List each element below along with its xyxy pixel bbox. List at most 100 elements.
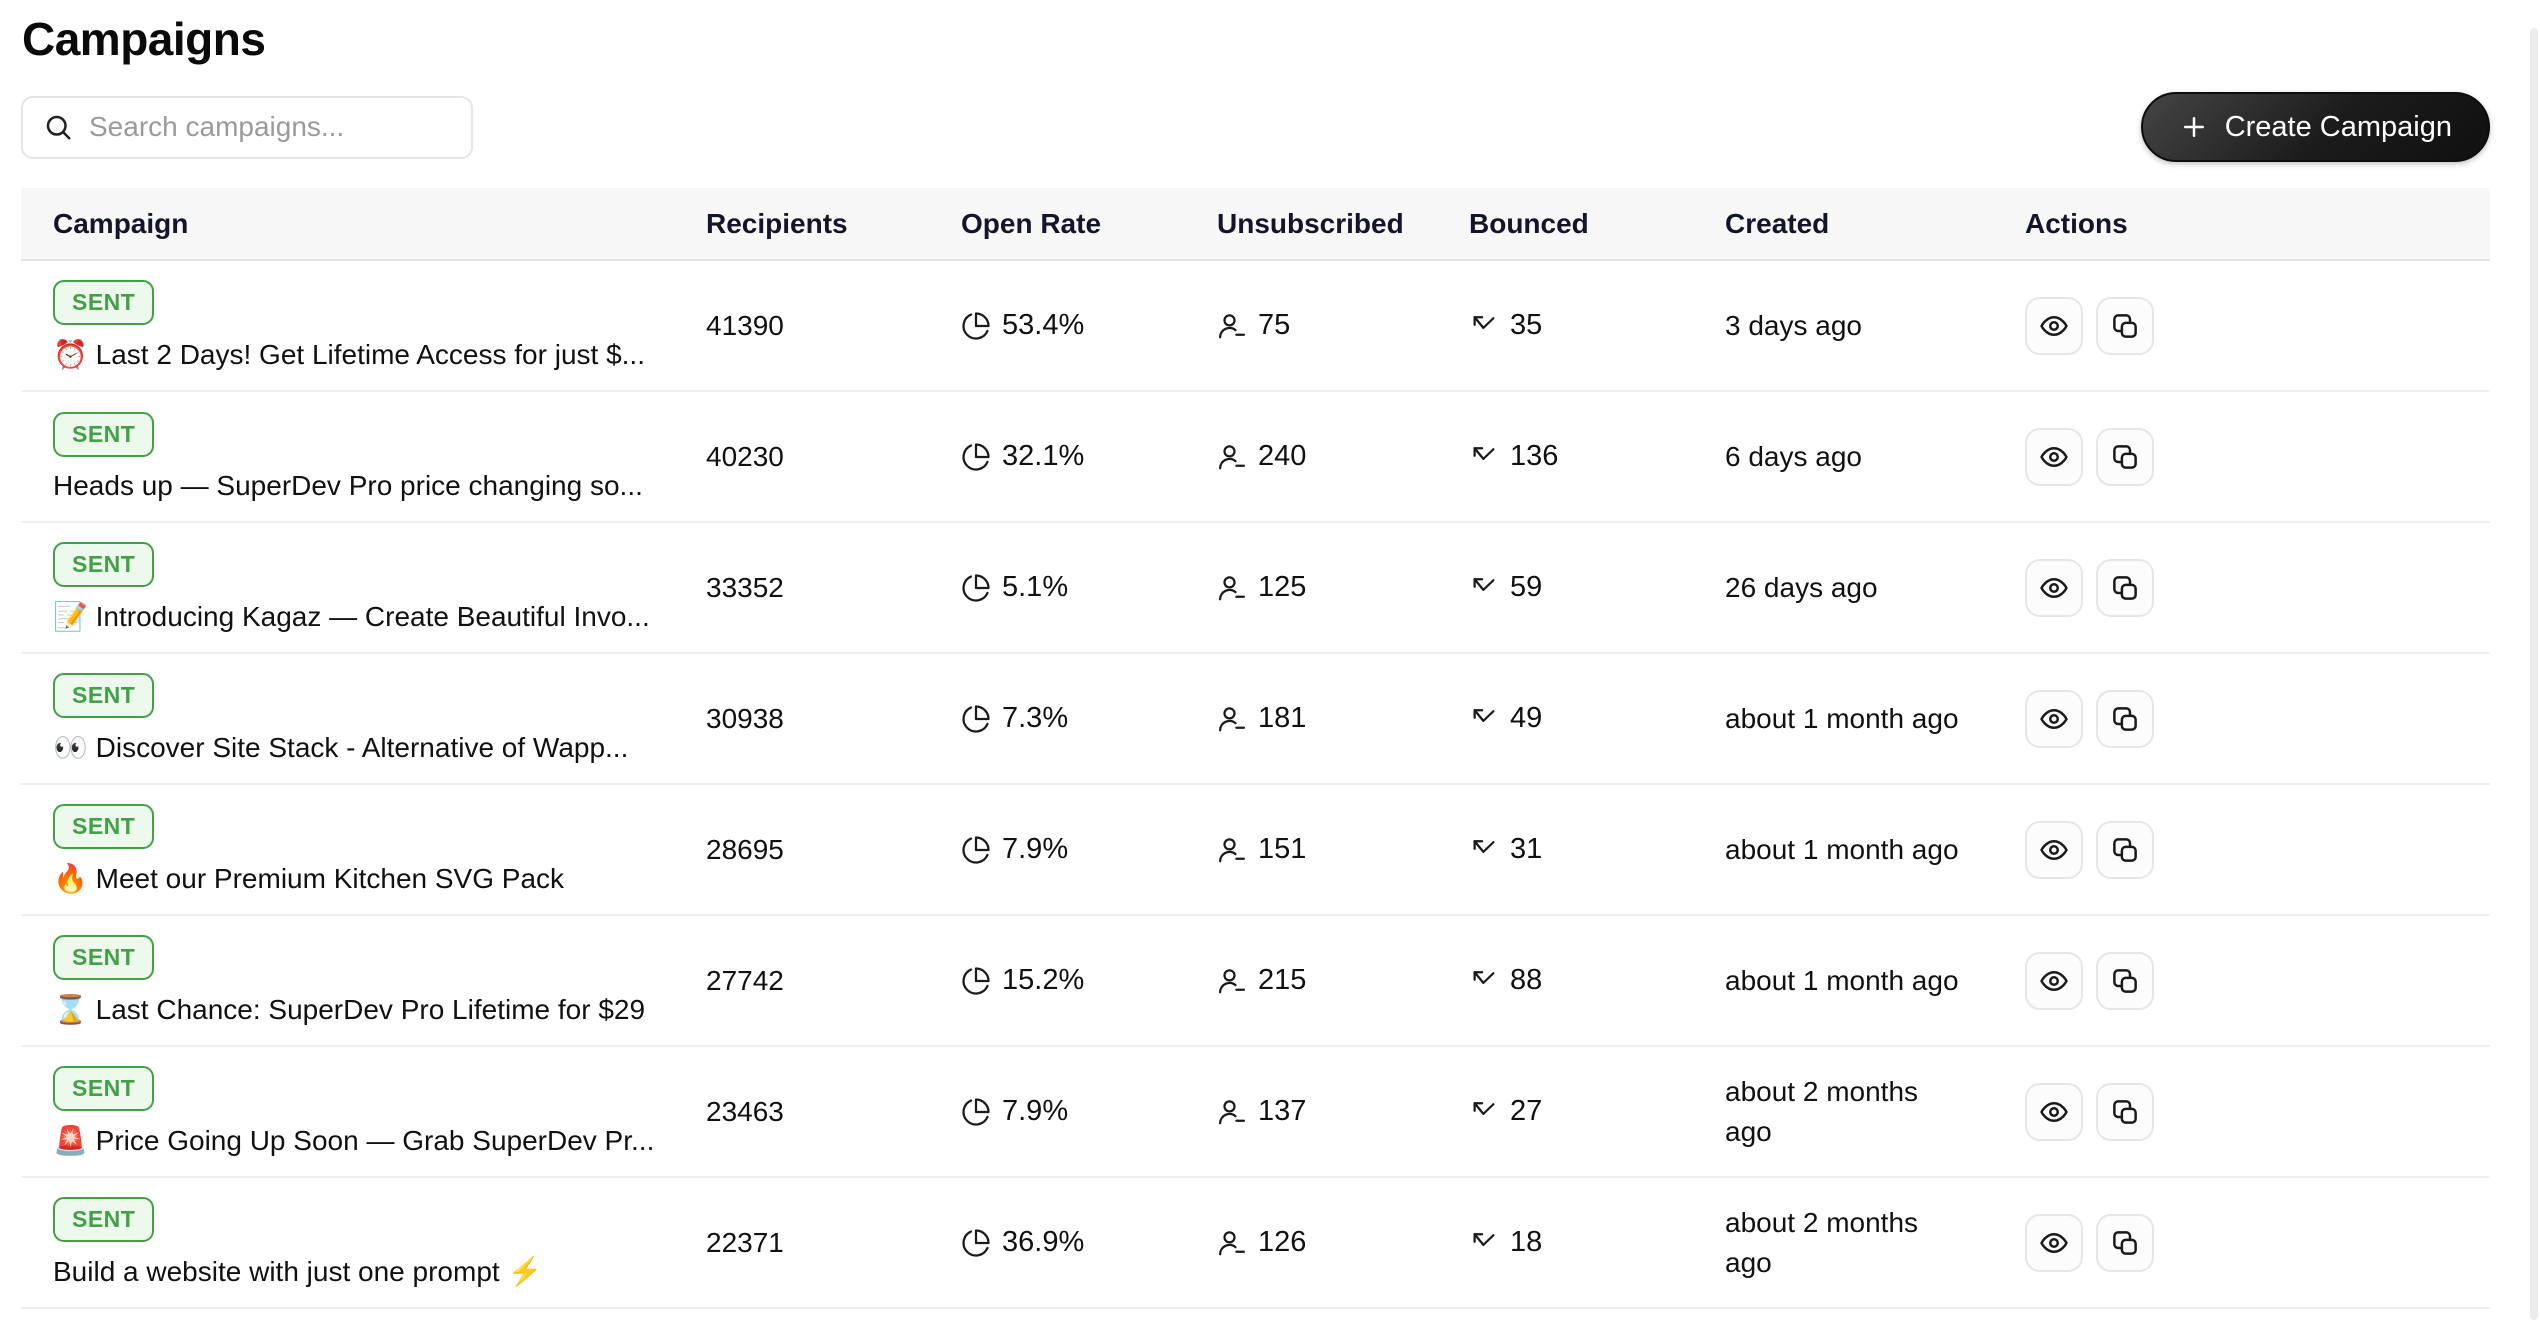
unsubscribed-cell: 126 <box>1217 1226 1469 1259</box>
view-campaign-button[interactable] <box>2025 689 2083 748</box>
unsubscribed-cell: 240 <box>1217 440 1469 473</box>
created-cell: about 1 month ago <box>1725 961 2025 1000</box>
view-campaign-button[interactable] <box>2025 296 2083 355</box>
campaign-cell[interactable]: SENT Build a website with just one promp… <box>53 1197 706 1288</box>
copy-icon <box>2113 1230 2137 1255</box>
bounced-value: 31 <box>1510 833 1543 865</box>
bounce-arrow-icon <box>1473 839 1495 853</box>
table-body: SENT ⏰ Last 2 Days! Get Lifetime Access … <box>21 261 2490 1309</box>
campaign-title: 🔥 Meet our Premium Kitchen SVG Pack <box>53 863 565 894</box>
view-campaign-button[interactable] <box>2025 820 2083 879</box>
bounce-arrow-icon <box>1473 577 1495 591</box>
actions-cell <box>2025 296 2490 355</box>
open-rate-cell: 7.3% <box>961 702 1217 735</box>
duplicate-campaign-button[interactable] <box>2096 1213 2154 1272</box>
duplicate-campaign-button[interactable] <box>2096 1082 2154 1141</box>
recipients-value: 27742 <box>706 964 784 996</box>
table-row: SENT 🔥 Meet our Premium Kitchen SVG Pack… <box>21 785 2490 916</box>
search-input[interactable] <box>89 111 451 143</box>
search-box[interactable] <box>21 95 473 159</box>
duplicate-campaign-button[interactable] <box>2096 558 2154 617</box>
created-value: 3 days ago <box>1725 309 1862 341</box>
created-value: 26 days ago <box>1725 571 1878 603</box>
table-row: SENT Heads up — SuperDev Pro price chang… <box>21 392 2490 523</box>
campaign-cell[interactable]: SENT 🔥 Meet our Premium Kitchen SVG Pack <box>53 804 706 895</box>
duplicate-campaign-button[interactable] <box>2096 296 2154 355</box>
campaign-title: Heads up — SuperDev Pro price changing s… <box>53 469 643 501</box>
view-campaign-button[interactable] <box>2025 427 2083 486</box>
bounced-value: 88 <box>1510 964 1543 996</box>
user-minus-icon <box>1219 444 1245 469</box>
open-rate-value: 5.1% <box>1002 571 1069 603</box>
campaign-title: ⌛ Last Chance: SuperDev Pro Lifetime for… <box>53 994 646 1025</box>
created-cell: about 2 months ago <box>1725 1203 2025 1281</box>
unsubscribed-cell: 151 <box>1217 833 1469 866</box>
column-header-recipients: Recipients <box>706 207 848 239</box>
open-rate-value: 15.2% <box>1002 964 1085 996</box>
copy-icon <box>2113 706 2137 731</box>
create-campaign-button[interactable]: Create Campaign <box>2140 92 2490 162</box>
created-cell: about 2 months ago <box>1725 1072 2025 1150</box>
bounced-value: 49 <box>1510 702 1543 734</box>
plus-icon <box>2183 117 2204 137</box>
open-rate-value: 7.9% <box>1002 833 1069 865</box>
actions-cell <box>2025 689 2490 748</box>
column-header-bounced: Bounced <box>1469 207 1589 239</box>
recipients-value: 22371 <box>706 1226 784 1258</box>
view-campaign-button[interactable] <box>2025 951 2083 1010</box>
pie-chart-icon <box>962 704 990 733</box>
copy-icon <box>2113 1099 2137 1124</box>
created-value: about 2 months ago <box>1725 1076 1919 1147</box>
unsubscribed-value: 125 <box>1258 571 1307 603</box>
duplicate-campaign-button[interactable] <box>2096 427 2154 486</box>
status-badge: SENT <box>53 804 155 849</box>
pie-chart-icon <box>962 311 990 340</box>
bounced-cell: 27 <box>1469 1095 1725 1128</box>
view-campaign-button[interactable] <box>2025 558 2083 617</box>
recipients-cell: 40230 <box>706 441 961 473</box>
actions-cell <box>2025 558 2490 617</box>
campaign-cell[interactable]: SENT ⌛ Last Chance: SuperDev Pro Lifetim… <box>53 935 706 1026</box>
campaign-title: 📝 Introducing Kagaz — Create Beautiful I… <box>53 601 650 632</box>
duplicate-campaign-button[interactable] <box>2096 820 2154 879</box>
campaign-cell[interactable]: SENT Heads up — SuperDev Pro price chang… <box>53 411 706 502</box>
campaign-cell[interactable]: SENT 🚨 Price Going Up Soon — Grab SuperD… <box>53 1066 706 1157</box>
unsubscribed-value: 240 <box>1258 440 1307 472</box>
toolbar: Create Campaign <box>21 92 2490 162</box>
open-rate-cell: 5.1% <box>961 571 1217 604</box>
copy-icon <box>2113 313 2137 338</box>
bounced-cell: 18 <box>1469 1226 1725 1259</box>
page-title: Campaigns <box>22 13 266 65</box>
status-badge: SENT <box>53 542 155 587</box>
actions-cell <box>2025 1213 2490 1272</box>
duplicate-campaign-button[interactable] <box>2096 951 2154 1010</box>
campaign-cell[interactable]: SENT ⏰ Last 2 Days! Get Lifetime Access … <box>53 280 706 371</box>
recipients-value: 41390 <box>706 309 784 341</box>
copy-icon <box>2113 444 2137 469</box>
bounced-cell: 35 <box>1469 309 1725 342</box>
scrollbar[interactable] <box>2530 28 2538 1320</box>
recipients-cell: 41390 <box>706 310 961 342</box>
eye-icon <box>2040 315 2068 336</box>
created-value: about 2 months ago <box>1725 1207 1919 1278</box>
open-rate-cell: 15.2% <box>961 964 1217 997</box>
pie-chart-icon <box>962 966 990 995</box>
user-minus-icon <box>1219 968 1245 993</box>
bounced-cell: 31 <box>1469 833 1725 866</box>
created-cell: 6 days ago <box>1725 437 2025 476</box>
status-badge: SENT <box>53 411 155 457</box>
table-row: SENT 🚨 Price Going Up Soon — Grab SuperD… <box>21 1047 2490 1178</box>
pie-chart-icon <box>962 1228 990 1257</box>
duplicate-campaign-button[interactable] <box>2096 689 2154 748</box>
view-campaign-button[interactable] <box>2025 1082 2083 1141</box>
campaign-title: 🚨 Price Going Up Soon — Grab SuperDev Pr… <box>53 1125 655 1156</box>
unsubscribed-cell: 215 <box>1217 964 1469 997</box>
eye-icon <box>2040 577 2068 598</box>
unsubscribed-cell: 125 <box>1217 571 1469 604</box>
bounced-cell: 88 <box>1469 964 1725 997</box>
campaign-cell[interactable]: SENT 👀 Discover Site Stack - Alternative… <box>53 673 706 764</box>
user-minus-icon <box>1219 1099 1245 1124</box>
campaign-cell[interactable]: SENT 📝 Introducing Kagaz — Create Beauti… <box>53 542 706 633</box>
view-campaign-button[interactable] <box>2025 1213 2083 1272</box>
status-badge: SENT <box>53 1066 155 1111</box>
